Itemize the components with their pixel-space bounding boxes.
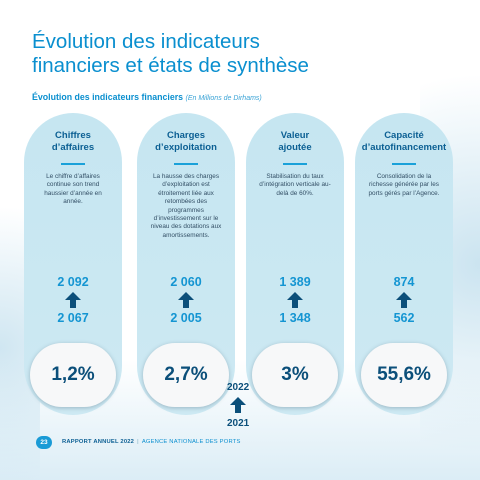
footer-report: RAPPORT ANNUEL 2022	[62, 439, 135, 445]
subtitle-text: Évolution des indicateurs financiers	[32, 92, 184, 102]
arrow-up-icon	[65, 292, 81, 308]
value-2021: 2 067	[57, 311, 89, 325]
card-divider	[392, 163, 416, 165]
card-divider	[283, 163, 307, 165]
card-title: Capacité d’autofinancement	[361, 130, 447, 153]
indicator-card-capacite-autofinancement: Capacité d’autofinancement Consolidation …	[355, 113, 453, 415]
card-title: Chiffres d’affaires	[51, 130, 95, 153]
arrow-up-icon	[287, 292, 303, 308]
growth-badge: 3%	[252, 343, 338, 407]
card-divider	[61, 163, 85, 165]
arrow-up-icon	[178, 292, 194, 308]
card-divider	[174, 163, 198, 165]
card-description: Le chiffre d’affaires continue son trend…	[44, 173, 102, 206]
growth-badge: 2,7%	[143, 343, 229, 407]
card-title: Charges d’exploitation	[155, 130, 217, 153]
legend-year-2022: 2022	[227, 382, 250, 393]
value-2022: 874	[393, 275, 415, 289]
page-title: Évolution des indicateurs financiers et é…	[32, 30, 309, 77]
indicator-card-chiffre-affaires: Chiffres d’affaires Le chiffre d’affaires…	[24, 113, 122, 415]
value-2022: 1 389	[279, 275, 311, 289]
growth-badge: 55,6%	[361, 343, 447, 407]
footer-agency: AGENCE NATIONALE DES PORTS	[141, 439, 241, 445]
card-description: Stabilisation du taux d’intégration vert…	[259, 173, 331, 197]
value-2021: 562	[393, 311, 415, 325]
card-description: Consolidation de la richesse générée par…	[368, 173, 440, 197]
footer-text: RAPPORT ANNUEL 2022 | AGENCE NATIONALE DES…	[62, 439, 241, 445]
page-number: 23	[36, 436, 52, 449]
section-subtitle: Évolution des indicateurs financiers (En…	[32, 92, 262, 102]
legend-arrow-up-icon	[230, 397, 246, 413]
value-2021: 1 348	[279, 311, 311, 325]
page-footer: 23 RAPPORT ANNUEL 2022 | AGENCE NATIONALE …	[0, 434, 480, 452]
growth-badge: 1,2%	[30, 343, 116, 407]
indicator-card-valeur-ajoutee: Valeur ajoutée Stabilisation du taux d’in…	[246, 113, 344, 415]
value-2021: 2 005	[170, 311, 202, 325]
indicator-card-charges-exploitation: Charges d’exploitation La hausse des char…	[137, 113, 235, 415]
card-description: La hausse des charges d’exploitation est…	[150, 173, 222, 239]
legend-year-2021: 2021	[227, 418, 250, 429]
arrow-up-icon	[396, 292, 412, 308]
value-2022: 2 092	[57, 275, 89, 289]
card-title: Valeur ajoutée	[278, 130, 312, 153]
value-2022: 2 060	[170, 275, 202, 289]
subtitle-unit: (En Millions de Dirhams)	[185, 95, 262, 102]
